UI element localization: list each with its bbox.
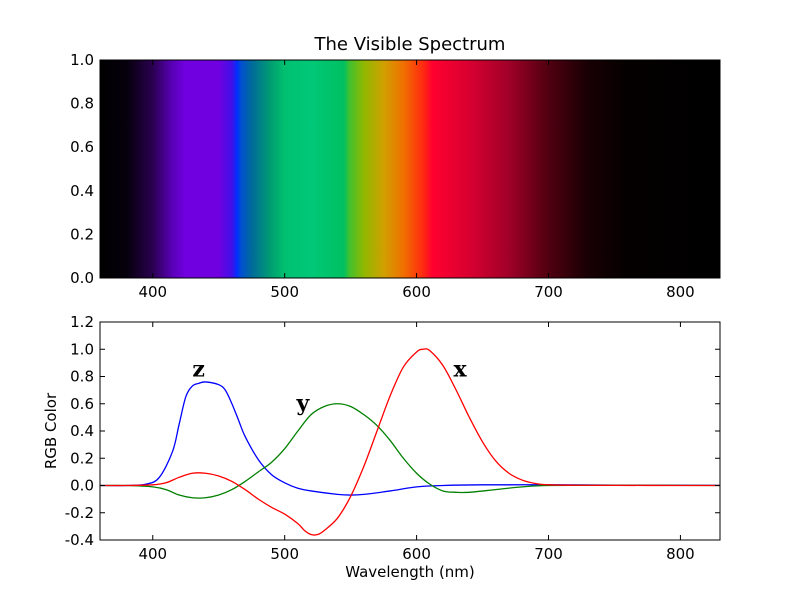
x-tick-label: 800 <box>666 545 695 563</box>
spectrum-panel: The Visible Spectrum 400 500 600 700 800 0.0 0… <box>70 34 721 301</box>
x-tick-label: 700 <box>534 283 563 301</box>
spectrum-frame <box>99 59 721 279</box>
curve-label-z: z <box>192 357 205 383</box>
y-tick-label: 0.8 <box>70 368 94 386</box>
cmf-panel: 400 500 600 700 800 -0.4 -0.2 0.0 0.2 0.4 0.6 0.8 1.… <box>42 313 721 581</box>
spectrum-band <box>100 60 720 278</box>
curve-annotations: z y x <box>192 357 467 417</box>
x-tick-label: 400 <box>138 283 167 301</box>
y-tick-label: 0.8 <box>70 95 94 113</box>
y-tick-label: 1.2 <box>70 313 94 331</box>
y-tick-label: -0.4 <box>65 531 94 549</box>
x-tick-label: 600 <box>402 283 431 301</box>
series-line-1 <box>100 403 720 499</box>
series-line-0 <box>100 381 720 496</box>
x-tick-label: 400 <box>138 545 167 563</box>
x-tick-label: 500 <box>270 545 299 563</box>
x-tick-label: 700 <box>534 545 563 563</box>
cmf-axes: 400 500 600 700 800 -0.4 -0.2 0.0 0.2 0.4 0.6 0.8 1.… <box>65 313 720 563</box>
curve-label-x: x <box>454 357 468 383</box>
x-tick-label: 500 <box>270 283 299 301</box>
x-tick-label: 600 <box>402 545 431 563</box>
y-tick-label: 0.0 <box>70 477 94 495</box>
y-axis-label: RGB Color <box>42 392 60 469</box>
x-axis-label: Wavelength (nm) <box>345 563 475 581</box>
cmf-series <box>100 348 720 536</box>
y-tick-label: 0.0 <box>70 269 94 287</box>
chart-title: The Visible Spectrum <box>314 34 506 55</box>
y-tick-label: 0.2 <box>70 449 94 467</box>
y-tick-label: 0.4 <box>70 182 94 200</box>
y-tick-label: 0.6 <box>70 138 94 156</box>
y-tick-label: 0.2 <box>70 225 94 243</box>
curve-label-y: y <box>296 391 311 417</box>
y-tick-label: 0.6 <box>70 395 94 413</box>
x-tick-label: 800 <box>666 283 695 301</box>
spectrum-axes: 400 500 600 700 800 0.0 0.2 0.4 0.6 0.8 1.0 <box>70 51 720 301</box>
y-tick-label: 1.0 <box>70 340 94 358</box>
plot-area <box>100 322 720 540</box>
y-tick-label: 0.4 <box>70 422 94 440</box>
y-tick-label: -0.2 <box>65 504 94 522</box>
y-tick-label: 1.0 <box>70 51 94 69</box>
series-line-2 <box>100 348 720 536</box>
